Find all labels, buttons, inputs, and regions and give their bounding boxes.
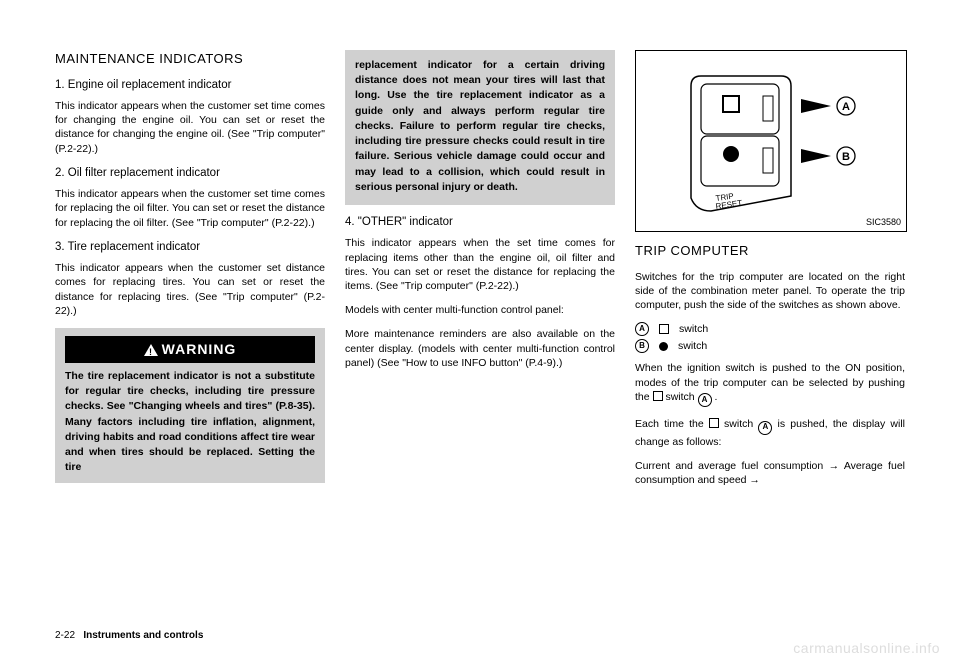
- para-more-reminders: More maintenance reminders are also avai…: [345, 327, 615, 370]
- square-switch-icon-inline: [653, 391, 663, 401]
- circle-switch-icon: [659, 342, 668, 351]
- sub-other: 4. "OTHER" indicator: [345, 215, 615, 231]
- inline-a: A: [698, 393, 712, 407]
- watermark: carmanualsonline.info: [793, 640, 940, 656]
- warning-text: The tire replacement indicator is not a …: [65, 369, 315, 476]
- square-switch-icon: [659, 324, 669, 334]
- warning-header: ! WARNING: [65, 336, 315, 363]
- trip-switch-illustration: TRIP RESET A B: [636, 51, 906, 231]
- column-3: TRIP RESET A B SIC3580 TRIP COMPUTER Swi…: [635, 50, 905, 610]
- trip-para-4: Current and average fuel consumption → A…: [635, 459, 905, 487]
- warning-box: ! WARNING The tire replacement indicator …: [55, 328, 325, 483]
- para-oil-filter: This indicator appears when the customer…: [55, 187, 325, 230]
- sub-oil-filter: 2. Oil filter replacement indicator: [55, 166, 325, 182]
- trip-computer-figure: TRIP RESET A B SIC3580: [635, 50, 907, 232]
- warning-triangle-icon: !: [144, 344, 158, 356]
- legend-b-letter: B: [635, 339, 649, 353]
- warning-continuation: replacement indicator for a certain driv…: [345, 50, 615, 205]
- page-number: 2-22: [55, 630, 75, 641]
- trip-para-1: Switches for the trip computer are locat…: [635, 270, 905, 313]
- column-2: replacement indicator for a certain driv…: [345, 50, 615, 610]
- sub-tire: 3. Tire replacement indicator: [55, 240, 325, 256]
- legend-b-text: switch: [678, 339, 707, 353]
- para-models: Models with center multi-function contro…: [345, 303, 615, 317]
- warning-label: WARNING: [162, 341, 237, 357]
- para-tire: This indicator appears when the customer…: [55, 261, 325, 318]
- trip-computer-heading: TRIP COMPUTER: [635, 242, 905, 260]
- legend-a: A switch: [635, 322, 905, 336]
- para-other: This indicator appears when the set time…: [345, 236, 615, 293]
- inline-a-2: A: [758, 421, 772, 435]
- legend-b: B switch: [635, 339, 905, 353]
- para-engine-oil: This indicator appears when the customer…: [55, 99, 325, 156]
- square-switch-icon-inline-2: [709, 418, 719, 428]
- legend-a-letter: A: [635, 322, 649, 336]
- maintenance-heading: MAINTENANCE INDICATORS: [55, 50, 325, 68]
- trip-para-3: Each time the switch A is pushed, the di…: [635, 417, 905, 449]
- svg-text:A: A: [842, 101, 850, 113]
- legend-a-text: switch: [679, 322, 708, 336]
- svg-text:!: !: [149, 347, 153, 356]
- column-1: MAINTENANCE INDICATORS 1. Engine oil rep…: [55, 50, 325, 610]
- svg-text:B: B: [842, 151, 850, 163]
- section-title: Instruments and controls: [83, 630, 203, 641]
- figure-id: SIC3580: [866, 216, 901, 228]
- page-content: MAINTENANCE INDICATORS 1. Engine oil rep…: [0, 0, 960, 630]
- trip-para-2: When the ignition switch is pushed to th…: [635, 361, 905, 407]
- sub-engine-oil: 1. Engine oil replacement indicator: [55, 78, 325, 94]
